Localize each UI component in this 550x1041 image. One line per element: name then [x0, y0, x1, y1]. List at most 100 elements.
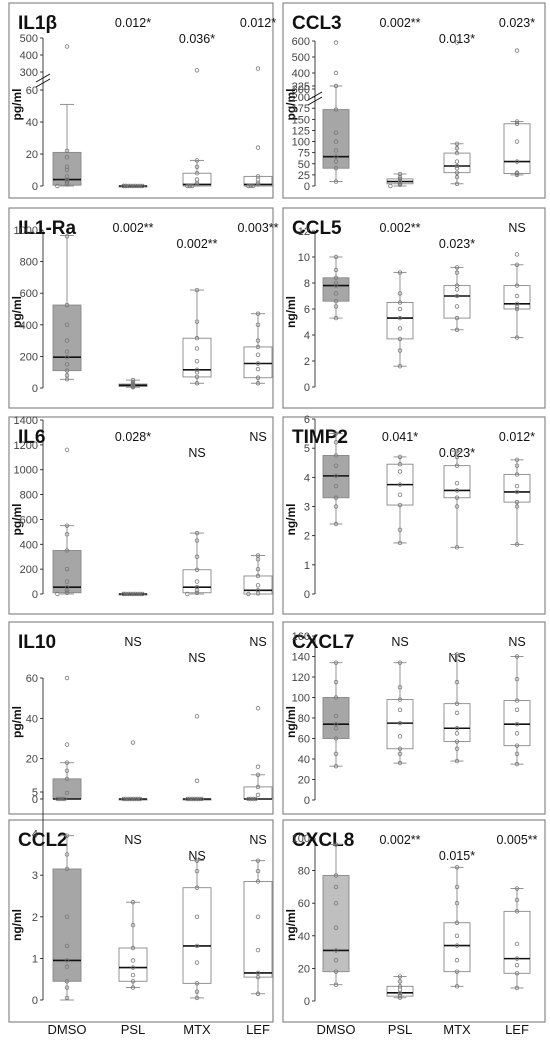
data-point [64, 523, 70, 528]
y-tick-label: 0 [32, 589, 38, 601]
data-point [248, 183, 253, 189]
data-point [130, 183, 136, 189]
y-tick-label: 600 [292, 36, 310, 48]
y-tick-label: 20 [298, 963, 310, 975]
y-tick-label: 0 [304, 795, 310, 807]
data-point [194, 554, 200, 559]
box-lef [243, 553, 273, 597]
data-point [454, 146, 460, 151]
data-point [514, 463, 520, 468]
panel-title: CXCL7 [292, 632, 354, 653]
data-point [454, 865, 460, 870]
panel-il6: IL6 pg/ml 0 200 400 600 800 1000 1200 1400 0.028* N… [8, 415, 274, 615]
box-body [443, 152, 471, 174]
data-point [64, 995, 70, 1001]
data-point [333, 925, 339, 930]
data-point [194, 381, 200, 386]
data-point [64, 154, 70, 160]
data-point [454, 480, 460, 486]
y-tick-label: 3 [304, 502, 310, 514]
data-point [137, 183, 143, 189]
data-point [121, 183, 126, 189]
data-point [388, 183, 393, 189]
panel-title: TIMP2 [292, 427, 348, 448]
y-tick-label: 125 [292, 125, 310, 137]
data-point [333, 958, 339, 963]
data-point [140, 591, 145, 597]
data-point [64, 964, 70, 969]
p-value-label: NS [508, 221, 525, 235]
data-point [194, 590, 200, 595]
y-tick-label: 300 [292, 84, 310, 96]
box-psl [386, 171, 414, 189]
p-value-label: NS [188, 849, 205, 863]
data-point [194, 778, 200, 784]
data-point [130, 377, 136, 383]
y-tick-label: 40 [26, 117, 38, 129]
data-point [137, 591, 143, 597]
data-point [187, 183, 192, 189]
data-point [130, 740, 136, 745]
y-tick-label: 100 [292, 137, 310, 149]
data-point [333, 695, 339, 700]
data-point [333, 283, 339, 288]
data-point [64, 985, 70, 990]
panel-frame [282, 416, 546, 615]
x-tick-label-lef: LEF [246, 1022, 270, 1037]
data-point [333, 440, 339, 445]
data-point [255, 764, 261, 769]
data-point [454, 166, 460, 171]
data-point [64, 548, 70, 553]
data-point [514, 48, 520, 53]
data-point [194, 367, 200, 373]
data-point [194, 885, 200, 890]
data-point [133, 796, 138, 802]
data-point [454, 141, 460, 146]
data-point [333, 154, 339, 159]
box-body [386, 699, 414, 750]
p-value-label: 0.002** [379, 833, 420, 847]
data-point [130, 591, 136, 597]
box-mtx [182, 530, 212, 597]
y-axis-label: pg/ml [10, 504, 24, 536]
panel-frame [282, 207, 546, 409]
data-point [333, 473, 339, 479]
box-psl [118, 740, 148, 802]
data-point [397, 760, 403, 766]
data-point [189, 796, 195, 802]
data-point [514, 457, 520, 463]
y-tick-label: 1000 [14, 225, 38, 237]
data-point [514, 971, 520, 976]
data-point [454, 984, 460, 989]
box-mtx [443, 865, 471, 989]
data-point [123, 591, 128, 597]
panel-il10: IL10 pg/ml 0 20 40 60 NS NS NS [8, 621, 274, 815]
data-point [397, 492, 403, 498]
panel-frame [8, 621, 274, 815]
data-point [514, 172, 520, 178]
data-point [333, 763, 339, 769]
axis-break-mark [35, 73, 51, 83]
axis-break-mark [307, 96, 323, 106]
data-point [255, 591, 261, 596]
p-value-label: 0.012* [115, 16, 151, 30]
y-axis-label: ng/ml [10, 909, 24, 941]
p-value-label: 0.002** [379, 16, 420, 30]
data-point [333, 713, 339, 719]
data-point [333, 504, 339, 509]
data-point [333, 107, 339, 112]
data-point [333, 463, 339, 468]
panel-title: CCL3 [292, 13, 342, 34]
data-point [121, 591, 126, 597]
panel-frame [282, 819, 546, 1023]
p-value-label: 0.013* [439, 32, 475, 46]
data-point [133, 591, 138, 597]
panel-frame [8, 416, 274, 615]
box-mtx [443, 40, 471, 186]
p-value-label: NS [188, 651, 205, 665]
data-point [128, 796, 133, 802]
data-point [333, 139, 339, 144]
data-point [255, 375, 261, 380]
data-point [194, 538, 200, 543]
